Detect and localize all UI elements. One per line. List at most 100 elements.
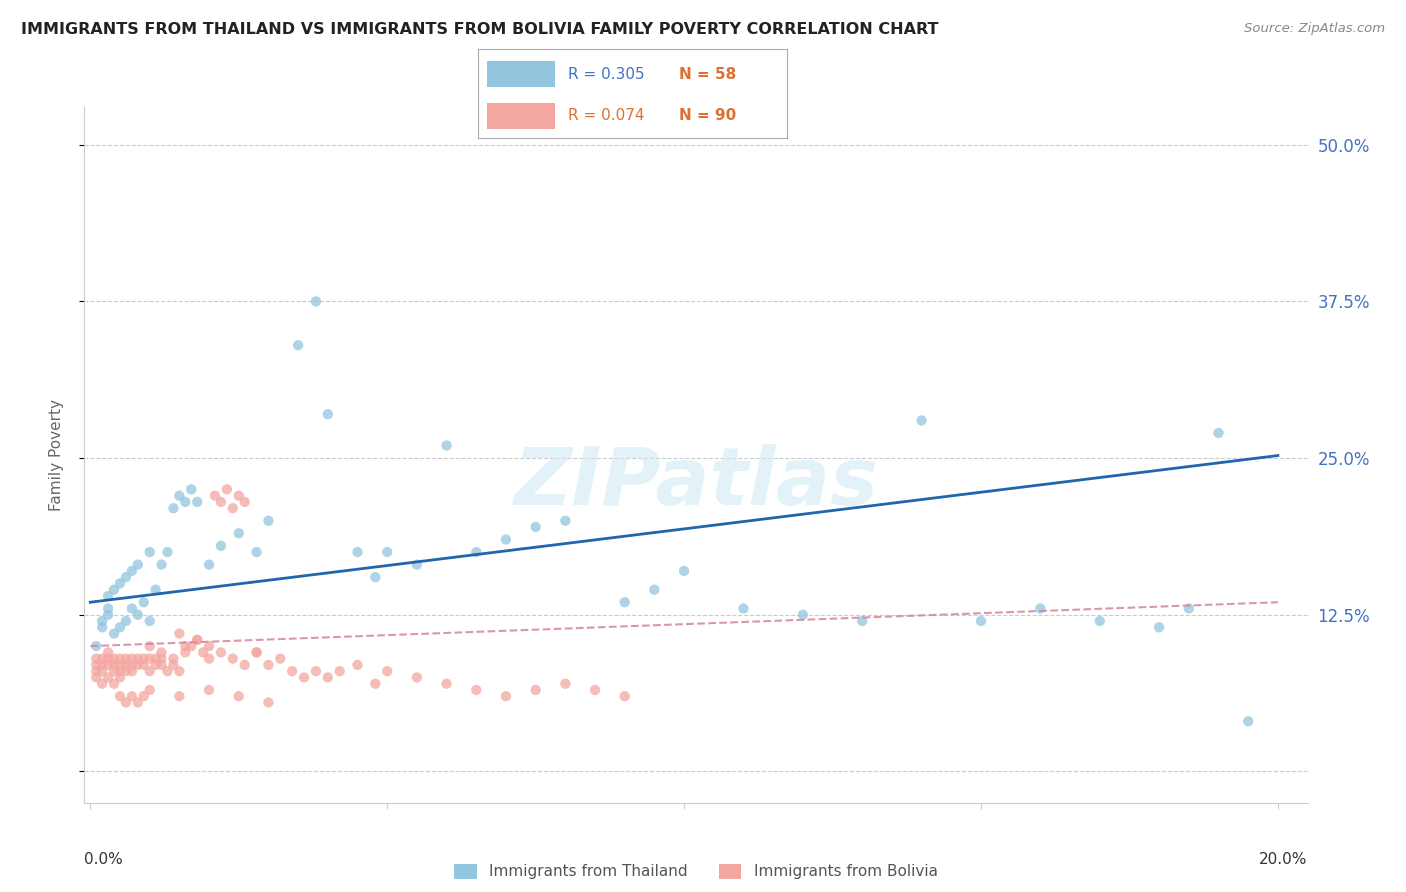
Point (316, 670, 339, 684)
Point (375, 664, 398, 678)
Point (209, 539, 232, 553)
Point (108, 670, 131, 684)
Bar (488, 61, 555, 87)
Point (292, 670, 315, 684)
Point (156, 545, 179, 559)
Point (436, 438, 458, 452)
Point (84, 639, 107, 653)
Point (121, 664, 143, 678)
Point (269, 651, 291, 665)
Text: R = 0.305: R = 0.305 (568, 67, 644, 81)
Point (138, 651, 160, 665)
Point (103, 676, 125, 690)
Point (150, 645, 173, 659)
Point (198, 558, 221, 572)
Point (495, 533, 517, 547)
Point (257, 514, 280, 528)
Point (1178, 601, 1201, 615)
Text: 0.0%: 0.0% (84, 852, 124, 866)
Point (228, 489, 250, 503)
Point (174, 645, 197, 659)
Point (84, 651, 107, 665)
Point (138, 639, 160, 653)
Point (156, 664, 179, 678)
Point (91, 620, 114, 634)
Point (115, 614, 138, 628)
Point (103, 657, 125, 672)
Point (108, 664, 131, 678)
Point (127, 657, 149, 672)
Point (97, 607, 120, 622)
Point (554, 514, 576, 528)
Point (228, 690, 250, 704)
Point (138, 545, 160, 559)
Point (150, 651, 173, 665)
Point (127, 558, 149, 572)
Point (91, 614, 114, 628)
Y-axis label: Family Poverty: Family Poverty (49, 399, 63, 511)
Point (233, 657, 256, 672)
Point (132, 595, 155, 609)
Point (121, 564, 143, 578)
Point (127, 651, 149, 665)
Point (138, 614, 160, 628)
Point (162, 657, 184, 672)
Text: ZIPatlas: ZIPatlas (513, 443, 879, 522)
Point (103, 651, 125, 665)
Point (1029, 601, 1052, 615)
Point (281, 664, 304, 678)
Point (97, 601, 120, 615)
Point (346, 657, 368, 672)
Point (524, 520, 547, 534)
Point (245, 645, 267, 659)
Point (1147, 620, 1170, 634)
Point (495, 690, 517, 704)
Point (121, 690, 143, 704)
Point (792, 607, 814, 622)
Point (108, 620, 131, 634)
Point (108, 657, 131, 672)
Point (150, 657, 173, 672)
Point (169, 664, 191, 678)
Point (115, 651, 138, 665)
Point (198, 651, 221, 665)
Point (198, 639, 221, 653)
Point (91, 664, 114, 678)
Point (643, 582, 665, 597)
Point (406, 558, 429, 572)
Bar (488, 103, 555, 129)
Point (169, 690, 191, 704)
Point (257, 696, 280, 710)
Point (145, 657, 167, 672)
Point (733, 601, 755, 615)
Point (115, 657, 138, 672)
Point (436, 676, 458, 690)
Point (97, 657, 120, 672)
Point (287, 338, 309, 352)
Point (329, 664, 352, 678)
Point (169, 626, 191, 640)
Point (613, 595, 636, 609)
Point (162, 501, 184, 516)
Point (150, 558, 173, 572)
Point (198, 683, 221, 698)
Point (97, 589, 120, 603)
Point (375, 545, 398, 559)
Point (84, 670, 107, 684)
Point (108, 690, 131, 704)
Point (305, 294, 328, 309)
Point (316, 407, 339, 421)
Point (191, 645, 214, 659)
Point (186, 632, 208, 647)
Point (174, 495, 197, 509)
Point (174, 639, 197, 653)
Point (108, 651, 131, 665)
Point (245, 645, 267, 659)
Text: Source: ZipAtlas.com: Source: ZipAtlas.com (1244, 22, 1385, 36)
Point (108, 576, 131, 591)
Point (145, 651, 167, 665)
Point (186, 632, 208, 647)
Point (121, 651, 143, 665)
Point (91, 676, 114, 690)
Point (910, 413, 932, 427)
